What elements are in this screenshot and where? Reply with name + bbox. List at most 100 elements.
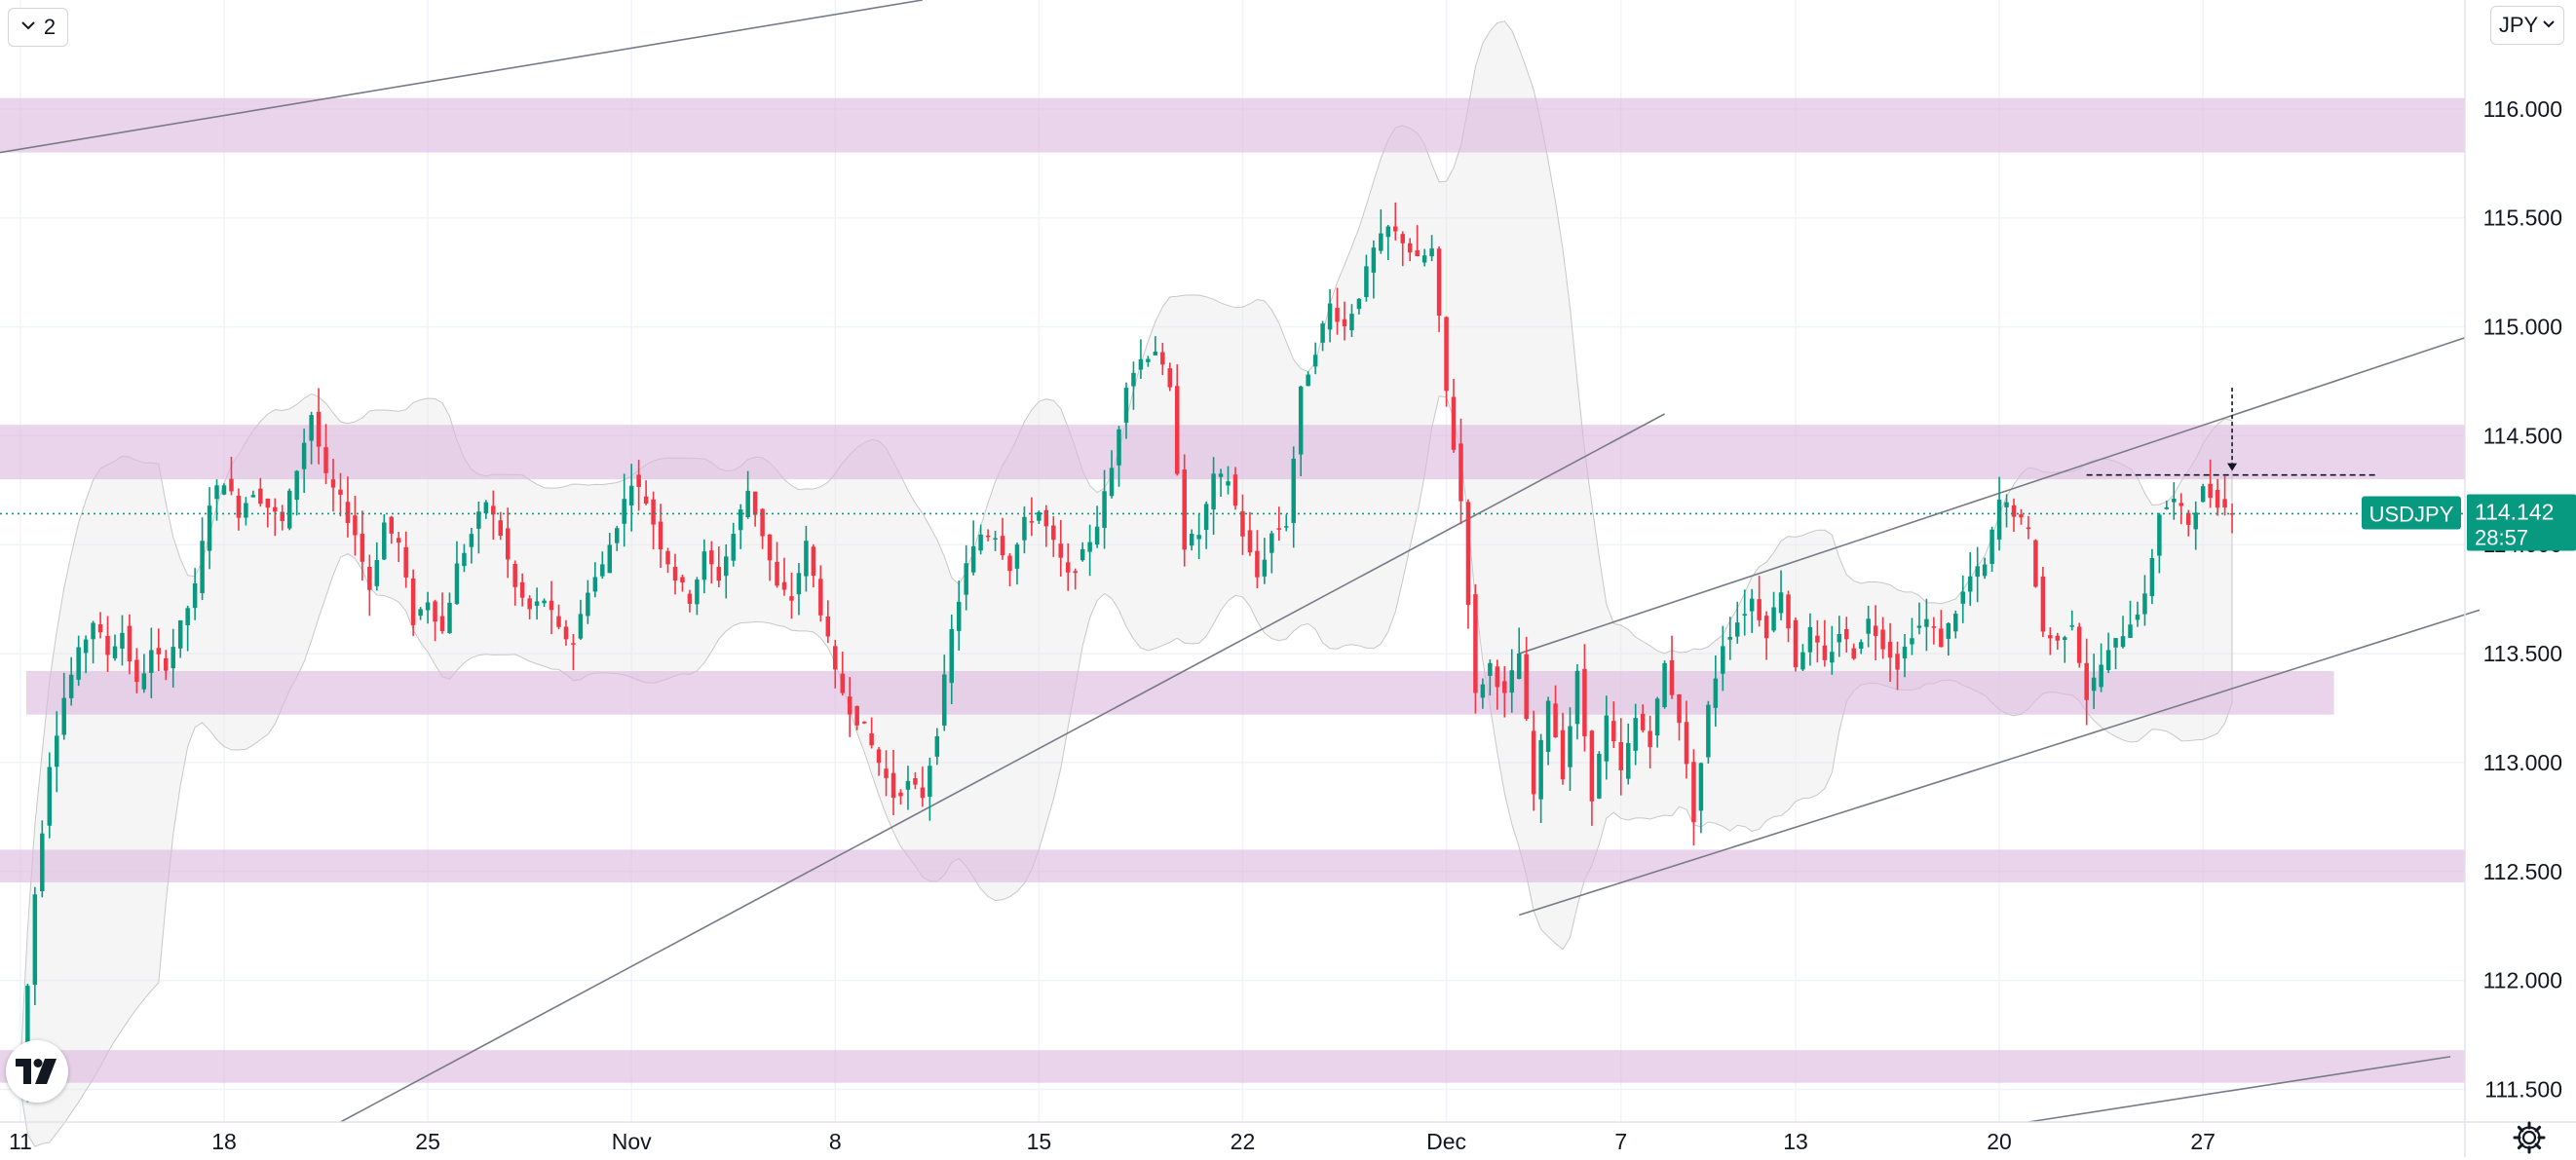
candle bbox=[695, 577, 700, 616]
candle bbox=[164, 650, 169, 681]
x-tick-label: 7 bbox=[1614, 1129, 1627, 1154]
candle-body bbox=[2105, 650, 2111, 670]
candle bbox=[1960, 575, 1965, 623]
x-tick-label: 27 bbox=[2190, 1129, 2216, 1154]
candle-body bbox=[491, 505, 496, 515]
candle-body bbox=[1211, 473, 1216, 510]
candle bbox=[1589, 730, 1595, 826]
candle bbox=[454, 541, 460, 605]
candle-body bbox=[1524, 654, 1529, 720]
candle bbox=[970, 520, 976, 576]
candle-body bbox=[1458, 443, 1463, 502]
candle-body bbox=[1648, 730, 1652, 748]
x-tick-label: 13 bbox=[1783, 1129, 1808, 1154]
candle bbox=[1473, 583, 1478, 714]
candle-body bbox=[898, 792, 903, 797]
candle-body bbox=[1763, 616, 1769, 639]
candle-body bbox=[1356, 298, 1362, 310]
candle bbox=[120, 615, 125, 666]
candle-body bbox=[439, 616, 445, 631]
candle bbox=[170, 628, 175, 688]
candle-body bbox=[1080, 548, 1085, 561]
candle bbox=[672, 553, 678, 595]
candle bbox=[890, 749, 896, 815]
x-tick-label: 11 bbox=[9, 1129, 32, 1154]
candle-body bbox=[869, 733, 874, 746]
last-price-tag-box bbox=[2467, 494, 2576, 551]
candle bbox=[200, 517, 205, 601]
candle bbox=[1284, 514, 1289, 532]
candle bbox=[338, 472, 343, 517]
candle bbox=[353, 496, 358, 556]
candle-body bbox=[61, 697, 66, 735]
candle-body bbox=[127, 625, 133, 662]
candle bbox=[1117, 426, 1121, 487]
gear-icon[interactable] bbox=[2512, 1120, 2547, 1155]
candle-body bbox=[258, 488, 263, 505]
candle bbox=[1538, 733, 1543, 824]
tradingview-logo-icon[interactable] bbox=[6, 1040, 68, 1103]
candle bbox=[1880, 617, 1885, 659]
candle bbox=[2128, 600, 2133, 639]
candle-body bbox=[207, 505, 212, 551]
candle bbox=[1967, 551, 1973, 607]
layers-toggle-button[interactable]: 2 bbox=[8, 8, 68, 47]
candle-body bbox=[1312, 355, 1318, 367]
candle-body bbox=[512, 564, 517, 587]
candle-body bbox=[483, 502, 489, 514]
candle bbox=[636, 460, 641, 511]
candle-body bbox=[156, 648, 162, 655]
candle bbox=[615, 525, 620, 551]
candle-body bbox=[2135, 615, 2140, 620]
candle bbox=[1175, 364, 1180, 476]
candle-body bbox=[811, 546, 816, 577]
candle bbox=[2208, 459, 2213, 508]
candle-body bbox=[1371, 247, 1377, 273]
candle-body bbox=[221, 485, 227, 495]
candle bbox=[2099, 643, 2103, 692]
candle bbox=[949, 614, 954, 704]
candle bbox=[1094, 505, 1100, 548]
candle bbox=[1073, 568, 1078, 590]
candle bbox=[1276, 506, 1282, 542]
candle bbox=[1371, 240, 1377, 299]
candle bbox=[920, 767, 926, 807]
candle-body bbox=[1240, 510, 1245, 537]
candle bbox=[586, 580, 590, 624]
candle bbox=[745, 470, 750, 519]
candle-body bbox=[651, 499, 656, 525]
candle bbox=[628, 464, 634, 532]
candle bbox=[1910, 617, 1914, 655]
candle bbox=[1902, 634, 1908, 678]
currency-select[interactable]: JPY bbox=[2490, 6, 2564, 45]
candle bbox=[1822, 619, 1828, 667]
candle bbox=[1677, 693, 1682, 741]
candle-body bbox=[1611, 721, 1616, 742]
candle bbox=[294, 469, 299, 516]
candle-body bbox=[716, 567, 722, 581]
candle-body bbox=[622, 499, 626, 524]
candle-body bbox=[1953, 614, 1958, 632]
candle bbox=[1342, 301, 1347, 341]
candle-body bbox=[425, 602, 431, 611]
candle-body bbox=[752, 491, 758, 515]
candle bbox=[1916, 602, 1922, 635]
candle bbox=[1196, 513, 1201, 559]
candle bbox=[1087, 524, 1092, 577]
candle-body bbox=[1000, 536, 1005, 556]
candle-body bbox=[1771, 607, 1776, 631]
candle-body bbox=[2229, 513, 2235, 515]
candle bbox=[1553, 685, 1558, 738]
horizontal-zone bbox=[0, 849, 2465, 882]
candle bbox=[462, 543, 467, 573]
candle bbox=[1160, 342, 1165, 376]
candle-body bbox=[47, 767, 53, 826]
candle bbox=[1815, 619, 1820, 663]
candle-body bbox=[2084, 662, 2089, 700]
candle-body bbox=[854, 705, 859, 726]
candle-body bbox=[2069, 625, 2074, 627]
candle-body bbox=[796, 573, 802, 595]
chevron-down-icon bbox=[20, 19, 36, 36]
